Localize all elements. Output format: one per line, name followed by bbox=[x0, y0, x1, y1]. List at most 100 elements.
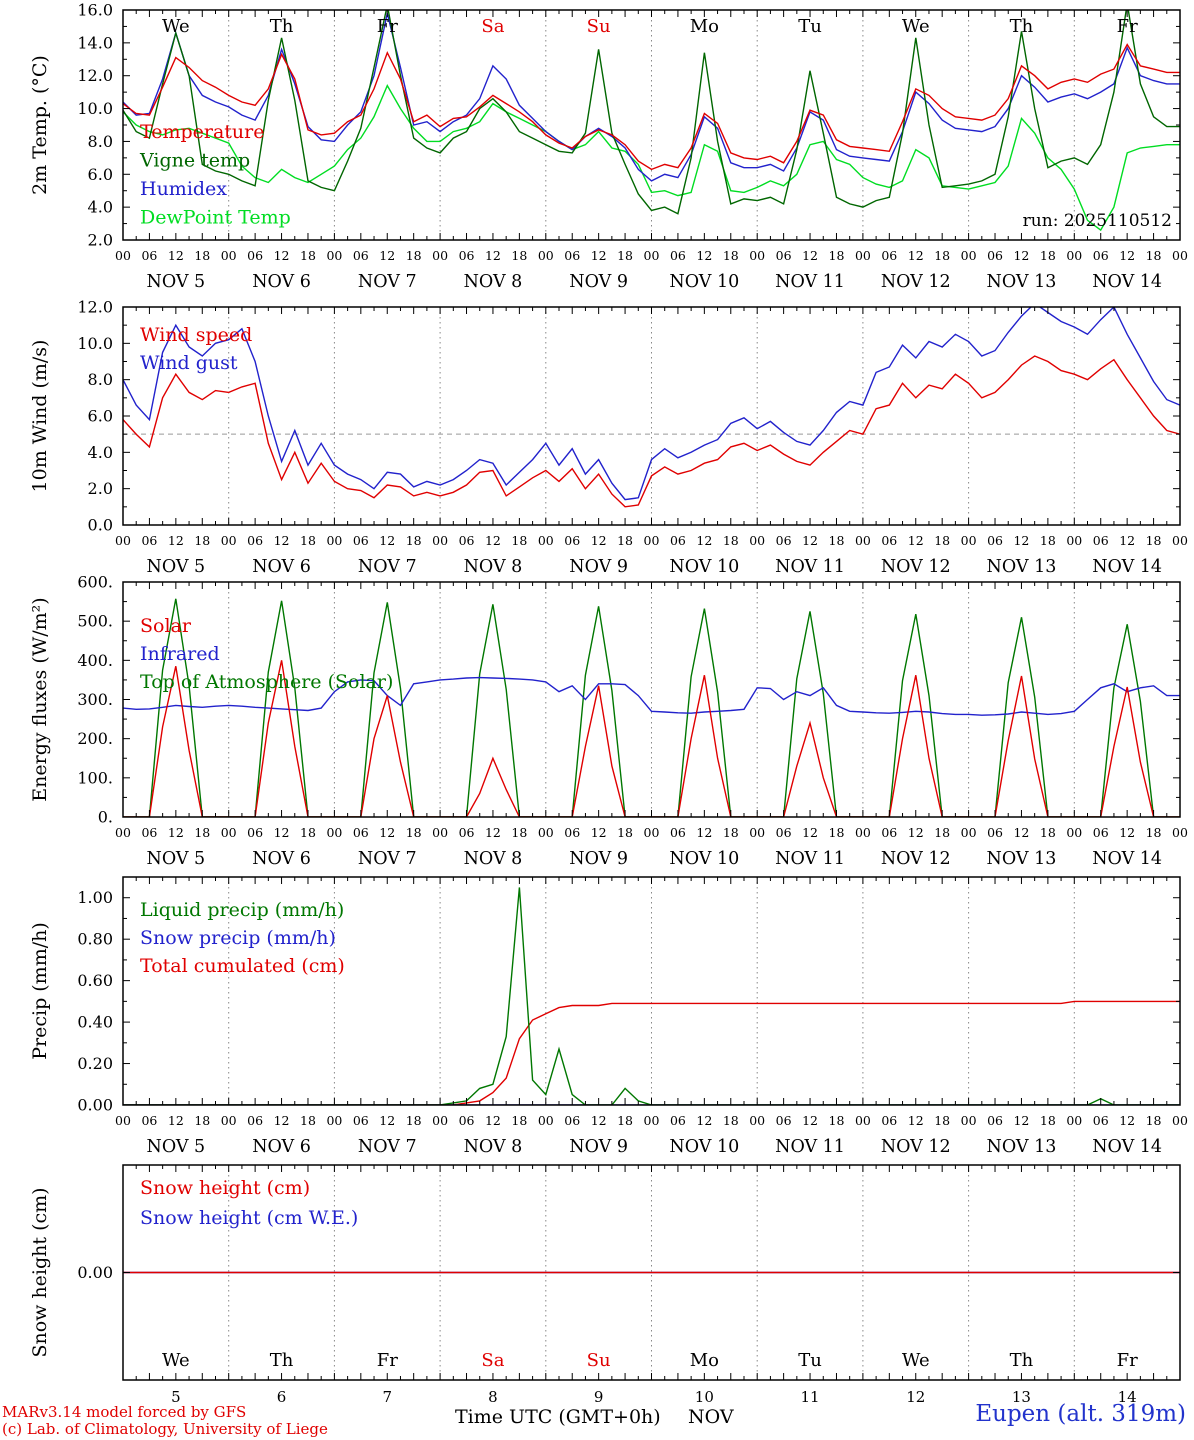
weekday-label: Th bbox=[270, 16, 294, 37]
day-number-label: 8 bbox=[488, 1388, 498, 1406]
axis-ticks bbox=[122, 581, 1181, 818]
hour-tick-label: 12 bbox=[591, 825, 607, 840]
hour-tick-label: 06 bbox=[1093, 825, 1109, 840]
y-tick-label: 8.0 bbox=[88, 132, 113, 151]
y-tick-label: 8.0 bbox=[88, 370, 113, 389]
hour-tick-label: 18 bbox=[406, 533, 422, 548]
day-gridlines bbox=[228, 1165, 1075, 1380]
legend-liquid-precip: Liquid precip (mm/h) bbox=[140, 899, 344, 921]
hour-tick-label: 06 bbox=[987, 533, 1003, 548]
hour-tick-label: 18 bbox=[617, 248, 633, 263]
hour-tick-label: 18 bbox=[934, 533, 950, 548]
y-tick-label: 6.0 bbox=[88, 165, 113, 184]
day-label: NOV 6 bbox=[252, 272, 311, 292]
y-tick-label: 400. bbox=[77, 651, 113, 670]
hour-tick-label: 18 bbox=[406, 825, 422, 840]
hour-tick-label: 12 bbox=[274, 533, 290, 548]
day-number-label: 11 bbox=[801, 1388, 820, 1406]
y-tick-label: 10.0 bbox=[77, 99, 113, 118]
day-label: NOV 10 bbox=[669, 1137, 739, 1157]
weekday-label: Mo bbox=[690, 1350, 719, 1371]
hour-tick-label: 12 bbox=[908, 248, 924, 263]
hour-tick-label: 18 bbox=[511, 1113, 527, 1128]
day-label: NOV 5 bbox=[147, 849, 206, 869]
series-toa-solar bbox=[123, 598, 1180, 817]
legend-wind-speed: Wind speed bbox=[140, 324, 252, 346]
station-label: Eupen (alt. 319m) bbox=[975, 1401, 1186, 1427]
legend-total-cumulated: Total cumulated (cm) bbox=[140, 955, 345, 977]
y-axis-title: Energy fluxes (W/m²) bbox=[29, 597, 51, 801]
y-tick-label: 0.40 bbox=[77, 1013, 113, 1032]
weekday-label: Fr bbox=[1117, 1350, 1138, 1371]
hour-tick-label: 12 bbox=[1013, 248, 1029, 263]
y-tick-label: 500. bbox=[77, 612, 113, 631]
hour-tick-label: 18 bbox=[1146, 533, 1162, 548]
hour-tick-label: 00 bbox=[1066, 825, 1082, 840]
hour-tick-label: 12 bbox=[274, 248, 290, 263]
series-solar bbox=[123, 660, 1180, 817]
day-label: NOV 10 bbox=[669, 557, 739, 577]
day-number-label: 14 bbox=[1118, 1388, 1137, 1406]
y-tick-label: 6.0 bbox=[88, 407, 113, 426]
series-vigne-temp bbox=[123, 10, 1180, 215]
y-tick-label: 12.0 bbox=[77, 298, 113, 317]
hour-tick-label: 06 bbox=[459, 533, 475, 548]
hour-tick-label: 12 bbox=[1013, 825, 1029, 840]
day-label: NOV 12 bbox=[881, 1137, 951, 1157]
hour-tick-label: 18 bbox=[617, 1113, 633, 1128]
hour-tick-label: 00 bbox=[432, 533, 448, 548]
day-label: NOV 5 bbox=[147, 557, 206, 577]
hour-tick-label: 18 bbox=[1146, 248, 1162, 263]
series-group bbox=[123, 307, 1180, 508]
legend-snow-precip: Snow precip (mm/h) bbox=[140, 927, 336, 949]
hour-tick-label: 06 bbox=[1093, 533, 1109, 548]
hour-tick-label: 18 bbox=[617, 533, 633, 548]
hour-tick-label: 00 bbox=[961, 825, 977, 840]
hour-tick-label: 18 bbox=[406, 1113, 422, 1128]
y-tick-label: 300. bbox=[77, 690, 113, 709]
hour-tick-label: 12 bbox=[696, 248, 712, 263]
weekday-label: We bbox=[902, 1350, 930, 1371]
hour-tick-label: 12 bbox=[379, 825, 395, 840]
y-tick-label: 100. bbox=[77, 768, 113, 787]
hour-tick-label: 00 bbox=[538, 825, 554, 840]
series-dewpoint-temp bbox=[123, 84, 1180, 232]
hour-tick-label: 06 bbox=[670, 533, 686, 548]
hour-tick-label: 06 bbox=[459, 825, 475, 840]
hour-tick-label: 00 bbox=[221, 1113, 237, 1128]
day-label: NOV 6 bbox=[252, 849, 311, 869]
hour-tick-label: 00 bbox=[326, 825, 342, 840]
hour-tick-label: 06 bbox=[776, 533, 792, 548]
y-tick-label: 0.60 bbox=[77, 971, 113, 990]
day-label: NOV 8 bbox=[464, 1137, 523, 1157]
hour-tick-label: 00 bbox=[644, 248, 660, 263]
hour-tick-label: 18 bbox=[194, 533, 210, 548]
y-tick-label: 200. bbox=[77, 729, 113, 748]
y-axis-title: 10m Wind (m/s) bbox=[29, 340, 51, 493]
weekday-label: Th bbox=[270, 1350, 294, 1371]
day-label: NOV 8 bbox=[464, 272, 523, 292]
hour-tick-label: 00 bbox=[432, 248, 448, 263]
day-number-label: 7 bbox=[382, 1388, 392, 1406]
hour-tick-label: 12 bbox=[908, 1113, 924, 1128]
hour-tick-label: 18 bbox=[617, 825, 633, 840]
y-tick-label: 0.20 bbox=[77, 1054, 113, 1073]
hour-tick-label: 12 bbox=[802, 1113, 818, 1128]
time-axis-title: Time UTC (GMT+0h) bbox=[455, 1406, 661, 1428]
hour-tick-label: 18 bbox=[723, 825, 739, 840]
series-total-cumulated bbox=[123, 1000, 1180, 1105]
hour-tick-label: 00 bbox=[1172, 825, 1188, 840]
day-label: NOV 6 bbox=[252, 1137, 311, 1157]
hour-tick-label: 06 bbox=[247, 248, 263, 263]
day-label: NOV 7 bbox=[358, 1137, 417, 1157]
y-tick-label: 0.00 bbox=[77, 1096, 113, 1115]
y-tick-label: 4.0 bbox=[88, 198, 113, 217]
hour-tick-label: 00 bbox=[115, 825, 131, 840]
hour-tick-label: 00 bbox=[1066, 248, 1082, 263]
hour-tick-label: 06 bbox=[564, 825, 580, 840]
hour-tick-label: 12 bbox=[379, 533, 395, 548]
hour-tick-label: 00 bbox=[221, 825, 237, 840]
day-label: NOV 13 bbox=[987, 557, 1057, 577]
